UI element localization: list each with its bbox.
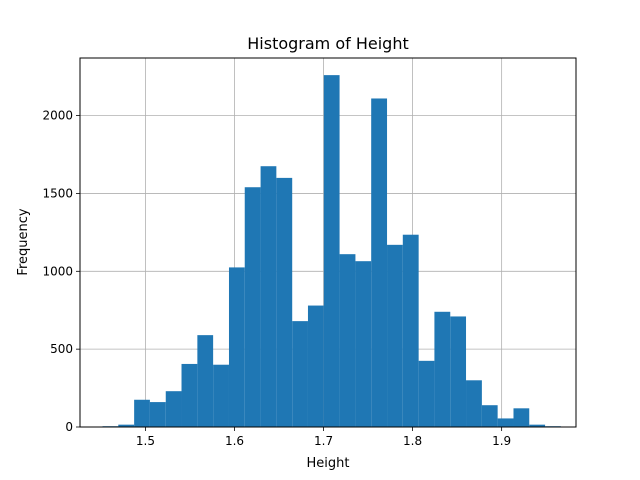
histogram-bar (197, 335, 214, 427)
histogram-bar (497, 418, 514, 427)
y-tick-label: 1500 (42, 186, 73, 200)
histogram-bar (450, 316, 467, 427)
x-tick-label: 1.9 (492, 434, 511, 448)
x-tick-label: 1.7 (314, 434, 333, 448)
histogram-bar (529, 424, 546, 427)
y-tick-label: 1000 (42, 264, 73, 278)
histogram-bar (434, 311, 451, 427)
histogram-bar (260, 166, 277, 427)
y-axis-label: Frequency (16, 208, 31, 275)
x-tick-label: 1.8 (403, 434, 422, 448)
histogram-bar (228, 267, 245, 427)
histogram-bar (387, 244, 403, 427)
histogram-bar (355, 261, 372, 427)
histogram-bars (102, 75, 561, 427)
y-tick-label: 0 (65, 420, 73, 434)
x-tick-label: 1.5 (136, 434, 155, 448)
y-tick-label: 2000 (42, 109, 73, 123)
x-axis-label: Height (307, 456, 350, 471)
histogram-bar (165, 391, 182, 427)
histogram-bar (244, 187, 261, 427)
histogram-bar (181, 363, 198, 427)
histogram-bar (292, 321, 308, 427)
histogram-bar (134, 399, 150, 427)
histogram-bar (513, 408, 530, 427)
chart-title: Histogram of Height (247, 34, 408, 53)
histogram-bar (339, 254, 356, 427)
y-tick-label: 500 (50, 342, 73, 356)
plot-frame (79, 57, 577, 428)
histogram-bar (213, 364, 229, 427)
x-axis-ticks: 1.5 1.6 1.7 1.8 1.9 (136, 427, 511, 448)
histogram-bar (466, 380, 482, 427)
histogram-bar (402, 234, 419, 427)
y-axis-ticks: 0 500 1000 1500 2000 (42, 109, 80, 434)
histogram-bar (276, 177, 293, 427)
histogram-bar (307, 305, 324, 427)
histogram-bar (418, 360, 435, 427)
histogram-bar (481, 405, 498, 427)
histogram-bar (118, 424, 135, 427)
x-tick-label: 1.6 (225, 434, 244, 448)
histogram-bar (149, 402, 166, 427)
histogram-bar (323, 75, 340, 427)
histogram-bar (371, 98, 388, 427)
